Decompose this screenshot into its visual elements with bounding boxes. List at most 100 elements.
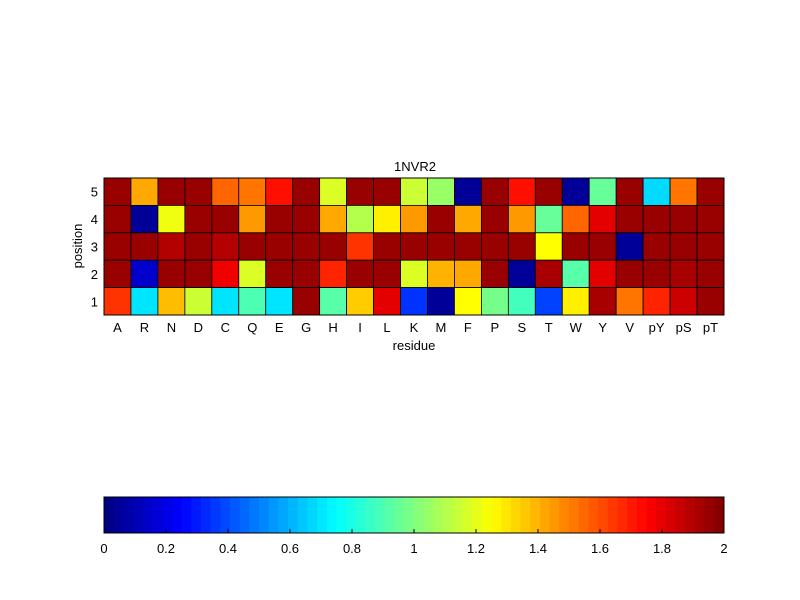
colorbar-step — [317, 497, 328, 533]
heatmap-cell — [184, 232, 213, 261]
x-tick-label: K — [410, 320, 419, 335]
heatmap-cell — [292, 177, 321, 206]
colorbar-step — [443, 497, 454, 533]
heatmap-cell — [507, 287, 536, 316]
colorbar-step — [384, 497, 396, 533]
heatmap-cell — [319, 204, 348, 234]
heatmap-cell — [696, 177, 725, 206]
colorbar-tick-labels: 0 0.2 0.4 0.6 0.8 1 1.2 1.4 1.6 1.8 2 — [100, 529, 728, 556]
heatmap-cell — [642, 287, 671, 316]
x-tick-label: Q — [247, 320, 257, 335]
x-tick-label: F — [464, 320, 472, 335]
heatmap-cell — [292, 204, 321, 234]
colorbar-step — [220, 497, 231, 533]
y-tick-labels: 5 4 3 2 1 — [91, 185, 98, 310]
colorbar-step — [210, 497, 221, 533]
heatmap-cell — [507, 177, 536, 206]
heatmap-cell — [346, 177, 374, 206]
heatmap-cell — [615, 232, 644, 261]
colorbar-step — [355, 497, 367, 533]
heatmap-cell — [373, 177, 401, 206]
heatmap-cell — [561, 287, 590, 316]
heatmap-cell — [534, 177, 563, 206]
x-tick-label: E — [275, 320, 284, 335]
colorbar-step — [694, 497, 706, 533]
heatmap-cell — [454, 204, 482, 234]
heatmap-cell — [427, 287, 455, 316]
colorbar-step — [472, 497, 483, 533]
colorbar-tick-label: 0.2 — [157, 541, 175, 556]
heatmap-cell — [588, 177, 617, 206]
heatmap-cell — [427, 259, 455, 289]
heatmap-cell — [157, 232, 186, 261]
colorbar-tick-label: 0.4 — [219, 541, 237, 556]
colorbar-step — [326, 497, 337, 533]
heatmap-cell — [103, 232, 132, 261]
heatmap-cell — [265, 259, 294, 289]
x-tick-label: R — [140, 320, 149, 335]
colorbar-step — [200, 497, 212, 533]
heatmap-cell — [211, 204, 240, 234]
heatmap-cell — [696, 259, 725, 289]
y-tick-label: 1 — [91, 294, 98, 309]
heatmap-cell — [265, 177, 294, 206]
heatmap-cell — [427, 232, 455, 261]
colorbar-step — [636, 497, 647, 533]
heatmap-cell — [588, 232, 617, 261]
heatmap-cell — [373, 287, 401, 316]
y-tick-label: 3 — [91, 240, 98, 255]
colorbar-step — [462, 497, 473, 533]
colorbar-step — [346, 497, 357, 533]
heatmap-cell — [480, 259, 509, 289]
heatmap-cell — [130, 259, 159, 289]
heatmap-frame — [103, 177, 725, 316]
heatmap-cell — [480, 232, 509, 261]
heatmap-cell — [157, 287, 186, 316]
colorbar-step — [481, 497, 492, 533]
colorbar-step — [181, 497, 192, 533]
colorbar-tick-label: 1.2 — [467, 541, 485, 556]
x-axis-label: residue — [393, 338, 436, 353]
y-tick-label: 4 — [91, 212, 98, 227]
heatmap-cell — [427, 177, 455, 206]
heatmap-cell — [238, 177, 267, 206]
colorbar-step — [501, 497, 512, 533]
heatmap-cell — [103, 204, 132, 234]
colorbar-tick-label: 0.8 — [343, 541, 361, 556]
x-tick-label: pT — [703, 320, 718, 335]
heatmap-cell — [534, 204, 563, 234]
heatmap-cell — [642, 232, 671, 261]
colorbar-step — [588, 497, 599, 533]
colorbar-step — [491, 497, 502, 533]
heatmap-cell — [507, 204, 536, 234]
heatmap-cell — [292, 232, 321, 261]
colorbar-step — [394, 497, 405, 533]
heatmap-cell — [507, 259, 536, 289]
colorbar-step — [404, 497, 415, 533]
colorbar-step — [617, 497, 628, 533]
colorbar-step — [152, 497, 163, 533]
colorbar-step — [549, 497, 560, 533]
colorbar-step — [423, 497, 434, 533]
colorbar-step — [520, 497, 531, 533]
colorbar-step — [239, 497, 250, 533]
colorbar-step — [229, 497, 241, 533]
heatmap-cell — [346, 204, 374, 234]
heatmap-cell — [319, 232, 348, 261]
colorbar-step — [297, 497, 308, 533]
y-tick-label: 2 — [91, 267, 98, 282]
heatmap-cell — [480, 287, 509, 316]
colorbar-step — [104, 497, 115, 533]
heatmap-cell — [265, 204, 294, 234]
heatmap-cell — [400, 259, 428, 289]
heatmap-cell — [238, 259, 267, 289]
heatmap-cell — [642, 259, 671, 289]
colorbar-step — [288, 497, 299, 533]
heatmap-cell — [373, 204, 401, 234]
x-tick-label: W — [570, 320, 583, 335]
colorbar-step — [607, 497, 618, 533]
heatmap-cell — [561, 204, 590, 234]
heatmap-cell — [238, 287, 267, 316]
heatmap-cell — [588, 204, 617, 234]
heatmap-cell — [184, 204, 213, 234]
